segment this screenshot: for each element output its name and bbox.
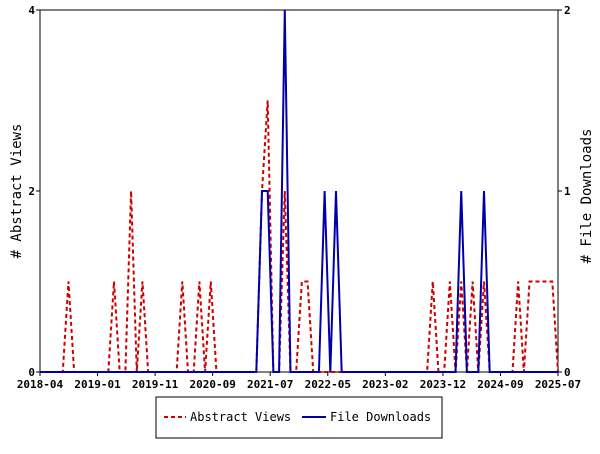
x-tick-label: 2019-11 <box>132 378 179 391</box>
series-line-file-downloads <box>40 9 558 373</box>
legend-box <box>155 396 443 439</box>
x-tick-label: 2018-04 <box>17 378 64 391</box>
y-right-tick-label: 2 <box>564 4 571 17</box>
series-layer <box>40 9 559 373</box>
tick-layer: 2018-04 2019-01 2019-11 2020-09 2021-07 2022-… <box>17 4 581 391</box>
x-tick-label: 2021-07 <box>247 378 293 391</box>
y-left-tick-label: 2 <box>28 185 35 198</box>
x-tick-label: 2023-12 <box>420 378 466 391</box>
legend-abstract-views-label: Abstract Views <box>190 410 291 424</box>
x-tick-label: 2022-05 <box>305 378 351 391</box>
x-tick-label: 2019-01 <box>74 378 121 391</box>
y-right-tick-label: 0 <box>564 366 571 379</box>
x-tick-label: 2023-02 <box>362 378 408 391</box>
x-tick-label: 2025-07 <box>535 378 581 391</box>
x-tick-label: 2020-09 <box>189 378 235 391</box>
y-left-tick-label: 4 <box>28 4 35 17</box>
y-axis-left-title: # Abstract Views <box>9 124 25 259</box>
legend: Abstract Views File Downloads <box>155 396 443 439</box>
y-right-tick-label: 1 <box>564 185 571 198</box>
x-tick-label: 2024-09 <box>477 378 523 391</box>
y-left-tick-label: 0 <box>28 366 35 379</box>
y-axis-right-title: # File Downloads <box>579 129 595 264</box>
series-line-abstract-views <box>40 100 559 373</box>
legend-file-downloads-label: File Downloads <box>330 410 431 424</box>
